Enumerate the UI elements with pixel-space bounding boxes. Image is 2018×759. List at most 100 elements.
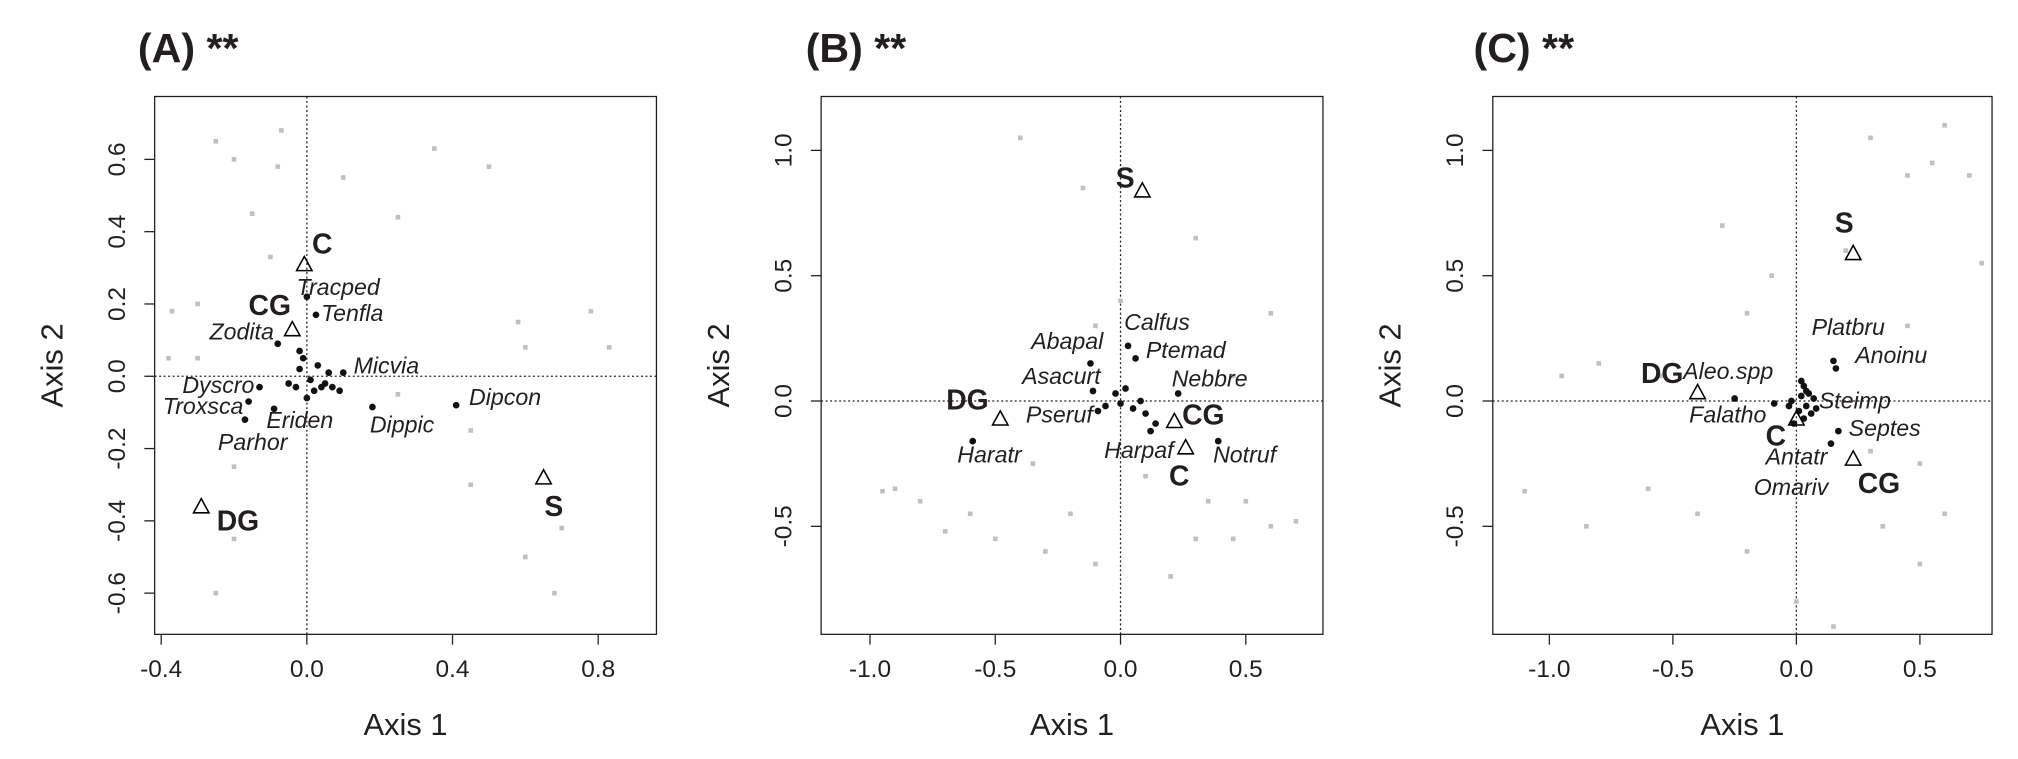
species-point — [318, 383, 325, 391]
species-point — [303, 293, 311, 301]
species-point — [1797, 377, 1805, 385]
species-point — [369, 403, 376, 411]
y-tick-label: 0.6 — [104, 142, 131, 176]
species-label: Harpaf — [1104, 437, 1176, 463]
species-point — [299, 354, 307, 362]
site-point — [1744, 310, 1750, 316]
group-label: CG — [1182, 399, 1224, 431]
group-centroid — [1165, 411, 1184, 429]
site-point — [1695, 511, 1700, 517]
site-point — [1205, 498, 1211, 504]
y-tick-label: 1.0 — [1442, 133, 1469, 167]
site-point — [468, 482, 474, 488]
plot-frame — [820, 95, 1324, 635]
species-label: Dipcon — [469, 384, 541, 410]
species-point — [1102, 402, 1109, 410]
group-centroid — [295, 254, 314, 272]
site-point — [1243, 498, 1249, 504]
site-point — [1868, 135, 1873, 141]
species-point — [1117, 400, 1124, 407]
species-point — [1827, 440, 1835, 447]
species-label: Omariv — [1754, 474, 1830, 500]
species-point — [325, 369, 333, 376]
group-label: DG — [217, 505, 259, 537]
species-point — [1094, 407, 1102, 415]
group-centroid — [991, 409, 1010, 426]
group-centroid — [283, 319, 302, 337]
species-point — [1152, 420, 1159, 427]
site-point — [213, 139, 219, 144]
species-point — [1137, 397, 1144, 405]
species-point — [1807, 410, 1815, 417]
group-centroid — [192, 497, 211, 514]
species-point — [245, 398, 252, 405]
site-point — [1868, 448, 1873, 454]
site-point — [1043, 549, 1048, 554]
species-point — [336, 387, 343, 395]
site-point — [231, 157, 237, 162]
species-point — [1214, 437, 1222, 445]
species-point — [256, 383, 263, 391]
x-tick-label: -0.5 — [974, 656, 1016, 683]
y-axis-label: Axis 2 — [1373, 323, 1408, 407]
site-point — [1596, 361, 1602, 366]
species-label: Haratr — [957, 442, 1023, 468]
site-point — [431, 146, 437, 151]
x-axis-label: Axis 1 — [1030, 707, 1114, 742]
y-tick-label: 0.4 — [104, 215, 131, 249]
site-point — [1942, 123, 1947, 128]
x-tick-label: -1.0 — [849, 656, 891, 683]
x-tick-label: -0.5 — [1652, 656, 1694, 683]
species-point — [1174, 390, 1182, 397]
site-point — [1794, 599, 1799, 604]
species-point — [270, 405, 278, 413]
species-point — [307, 376, 314, 384]
species-point — [1087, 360, 1094, 367]
species-point — [969, 437, 977, 445]
site-point — [1966, 173, 1972, 178]
site-point — [1843, 248, 1849, 253]
y-tick-label: -0.5 — [1442, 505, 1469, 547]
species-label: Calfus — [1124, 309, 1190, 335]
species-label: Tenfla — [321, 300, 383, 326]
y-tick-label: 0.0 — [771, 384, 798, 418]
x-axis-label: Axis 1 — [364, 707, 448, 742]
species-point — [339, 369, 347, 376]
group-label: C — [312, 228, 332, 260]
species-point — [1788, 397, 1795, 405]
site-point — [515, 319, 521, 325]
site-point — [1068, 511, 1073, 517]
site-point — [275, 164, 281, 169]
species-point — [310, 387, 318, 395]
site-point — [1929, 160, 1935, 166]
plot-frame — [153, 95, 658, 635]
group-label: CG — [1858, 467, 1900, 499]
site-point — [1230, 373, 1236, 379]
y-tick-label: -0.2 — [104, 427, 131, 469]
site-point — [1230, 536, 1236, 542]
species-point — [1785, 402, 1793, 410]
species-label: Dyscro — [182, 372, 254, 398]
species-point — [1122, 385, 1129, 392]
site-point — [1559, 373, 1565, 379]
site-point — [486, 164, 492, 169]
species-label: Tracped — [297, 274, 381, 300]
species-point — [1830, 357, 1837, 365]
group-centroid — [1844, 449, 1863, 466]
site-point — [967, 511, 973, 517]
group-centroid — [534, 468, 553, 485]
species-label: Zodita — [209, 319, 274, 345]
x-tick-label: 0.0 — [1779, 656, 1813, 683]
y-tick-label: 0.0 — [104, 359, 131, 393]
site-point — [1522, 488, 1527, 494]
species-label: Anoinu — [1853, 342, 1927, 368]
site-point — [1093, 323, 1098, 329]
x-tick-label: 0.5 — [1229, 656, 1263, 683]
site-point — [1658, 373, 1663, 379]
site-point — [1719, 223, 1725, 228]
species-point — [1800, 382, 1808, 390]
group-label: DG — [1641, 357, 1683, 389]
species-point — [452, 401, 460, 409]
group-label: CG — [249, 289, 291, 321]
